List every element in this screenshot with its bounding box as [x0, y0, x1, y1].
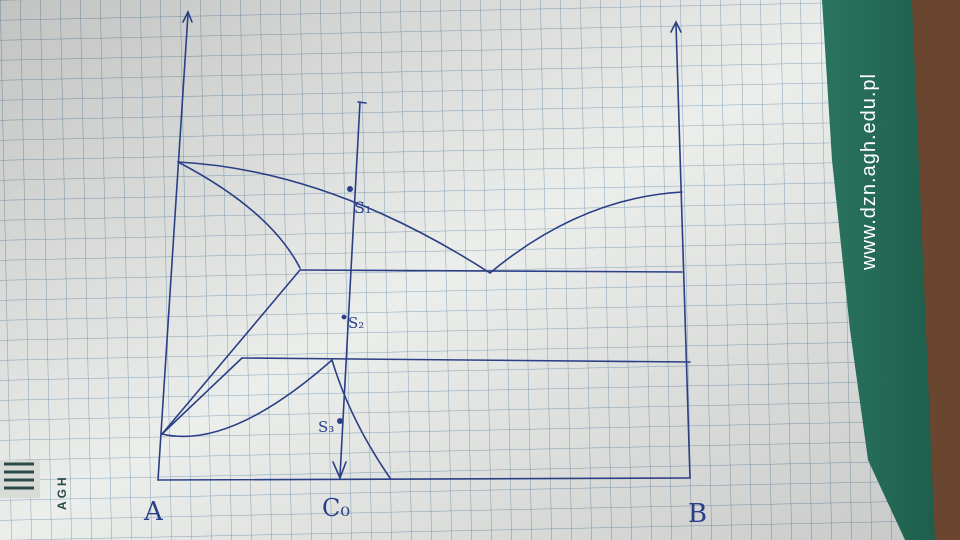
folder-url: www.dzn.agh.edu.pl [858, 73, 880, 271]
label-a: A [143, 497, 164, 527]
peritectic-line [241, 357, 691, 363]
solvus-upper [161, 269, 301, 435]
folder-edge [912, 0, 960, 540]
bottom-axis [157, 477, 691, 481]
agh-logo-text: AGH [55, 474, 69, 510]
label-s2: S₂ [348, 314, 364, 332]
lower-left-line [161, 357, 243, 435]
left-axis [157, 13, 189, 481]
composition-line [339, 101, 361, 477]
label-b: B [688, 499, 707, 529]
top-tick [357, 101, 367, 104]
left-axis-arrow [182, 10, 193, 23]
liquidus-right [489, 191, 683, 274]
folder-cover [820, 0, 935, 540]
right-axis-arrow [670, 20, 682, 33]
phase-diagram [157, 10, 691, 481]
point-s2 [341, 314, 347, 320]
composition-arrow [332, 461, 347, 481]
eutectic-line [299, 269, 683, 273]
label-s3: S₃ [318, 418, 334, 436]
solidus-upper [177, 161, 301, 269]
lower-curve [161, 359, 333, 438]
point-s3 [337, 418, 343, 424]
label-s1: S₁ [354, 198, 371, 217]
point-s1 [347, 186, 353, 192]
label-c0: C₀ [322, 494, 350, 522]
points [337, 186, 353, 424]
right-axis [675, 23, 691, 479]
lower-right-curve [331, 359, 391, 479]
agh-logo: AGH [0, 460, 69, 510]
agh-logo-mark [4, 462, 34, 490]
liquidus-left [177, 161, 491, 274]
